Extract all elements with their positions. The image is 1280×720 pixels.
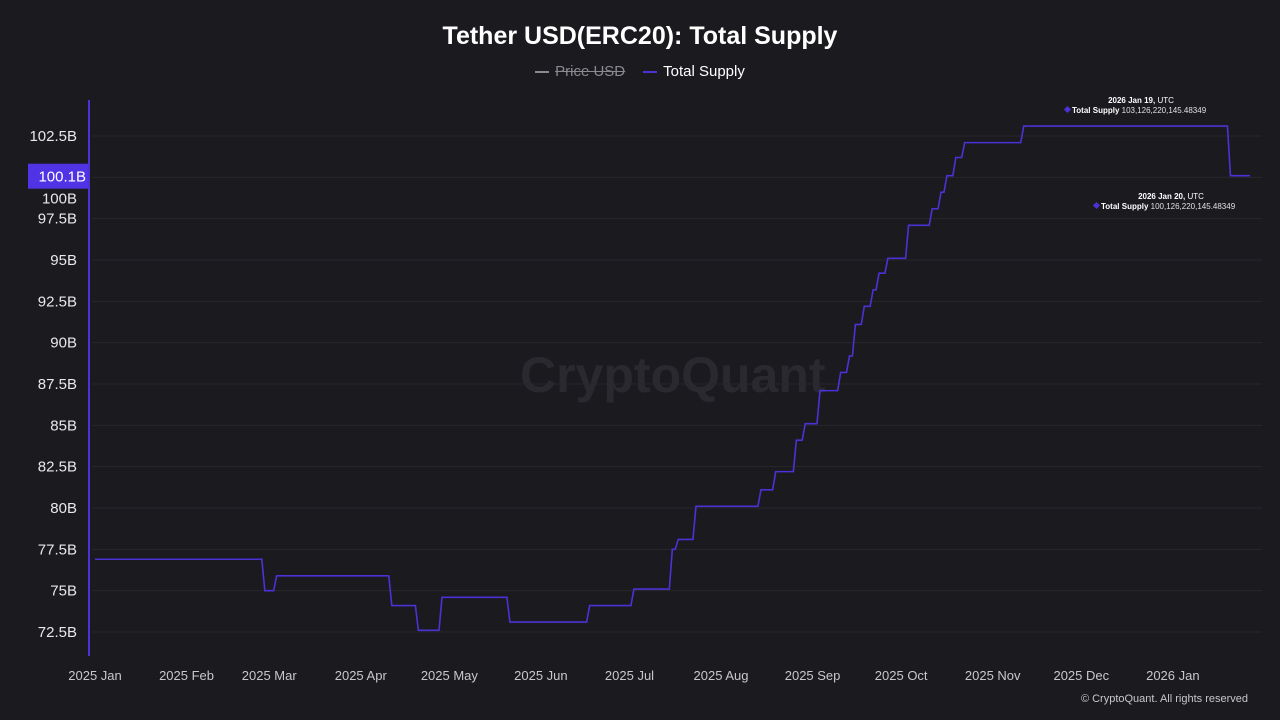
x-tick-label: 2025 Mar — [242, 668, 298, 683]
y-tick-label: 92.5B — [38, 293, 77, 310]
copyright-footer: © CryptoQuant. All rights reserved — [1080, 693, 1248, 705]
legend-item-total-supply[interactable]: Total Supply — [643, 63, 745, 80]
x-tick-label: 2025 Feb — [159, 668, 214, 683]
y-tick-label: 90B — [50, 335, 77, 352]
legend-swatch — [643, 70, 658, 73]
tooltip-date: 2026 Jan 19, UTC — [1108, 96, 1174, 105]
x-tick-label: 2025 May — [421, 668, 479, 683]
y-tick-label: 72.5B — [38, 624, 77, 641]
tooltip-marker-icon — [1063, 105, 1072, 114]
x-tick-label: 2025 Jan — [68, 668, 122, 683]
legend-swatch — [535, 70, 550, 73]
x-tick-label: 2025 Sep — [785, 668, 841, 683]
series-line-total-supply — [95, 125, 1250, 632]
y-tick-label: 77.5B — [38, 541, 77, 558]
y-tick-label: 87.5B — [38, 376, 77, 393]
y-tick-label: 100B — [42, 191, 77, 208]
y-tick-label: 82.5B — [38, 459, 77, 476]
y-tick-label: 75B — [50, 583, 77, 600]
x-tick-label: 2025 Jun — [514, 668, 568, 683]
x-tick-label: 2025 Nov — [965, 668, 1021, 683]
y-tick-label: 97.5B — [38, 211, 77, 228]
x-tick-label: 2025 Apr — [335, 668, 388, 683]
tooltip-value: Total Supply 100,126,220,145.48349 — [1101, 202, 1236, 211]
tooltip-date: 2026 Jan 20, UTC — [1138, 192, 1204, 201]
x-tick-label: 2025 Aug — [694, 668, 749, 683]
tooltip-value: Total Supply 103,126,220,145.48349 — [1072, 106, 1207, 115]
legend-label: Total Supply — [663, 63, 745, 80]
x-tick-label: 2026 Jan — [1146, 668, 1200, 683]
y-tick-label: 95B — [50, 252, 77, 269]
y-tick-label: 85B — [50, 417, 77, 434]
y-tick-label: 80B — [50, 500, 77, 517]
current-value-badge — [28, 163, 88, 189]
y-tick-label: 102.5B — [29, 128, 77, 145]
chart-title: Tether USD(ERC20): Total Supply — [442, 22, 838, 50]
x-tick-label: 2025 Oct — [875, 668, 928, 683]
watermark: CryptoQuant — [520, 347, 826, 403]
current-value-label: 100.1B — [38, 169, 86, 186]
legend-label: Price USD — [555, 63, 626, 80]
x-tick-label: 2025 Dec — [1053, 668, 1109, 683]
tooltip-marker-icon — [1092, 201, 1101, 210]
legend: Price USD Total Supply — [0, 63, 1280, 80]
x-tick-label: 2025 Jul — [605, 668, 654, 683]
legend-item-price-usd[interactable]: Price USD — [535, 63, 625, 80]
